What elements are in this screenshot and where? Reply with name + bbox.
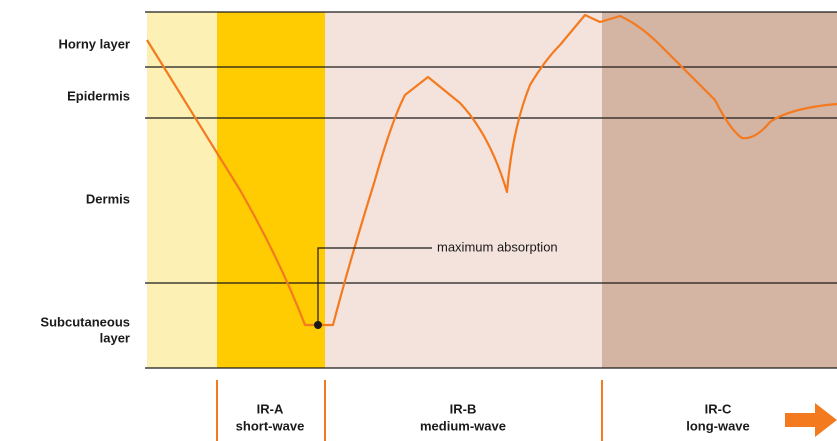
annotation-dot [314,321,322,329]
band-kind: long-wave [686,418,750,433]
band-fill [325,12,602,368]
layer-label: layer [100,330,130,345]
annotation-leader [317,247,432,325]
arrow [785,403,837,437]
layer-label: Epidermis [67,88,130,103]
annotation: maximum absorption [437,239,558,254]
layer-label: Horny layer [58,36,130,51]
band-name: IR-A [257,401,284,416]
absorption-curve [146,13,837,327]
layer-label: Subcutaneous [40,314,130,329]
band-kind: short-wave [236,418,305,433]
band-name: IR-C [705,401,732,416]
band-fill [217,12,325,368]
band-fill [147,12,217,368]
band-fill [602,12,837,368]
layer-label: Dermis [86,191,130,206]
band-name: IR-B [450,401,477,416]
band-kind: medium-wave [420,418,506,433]
